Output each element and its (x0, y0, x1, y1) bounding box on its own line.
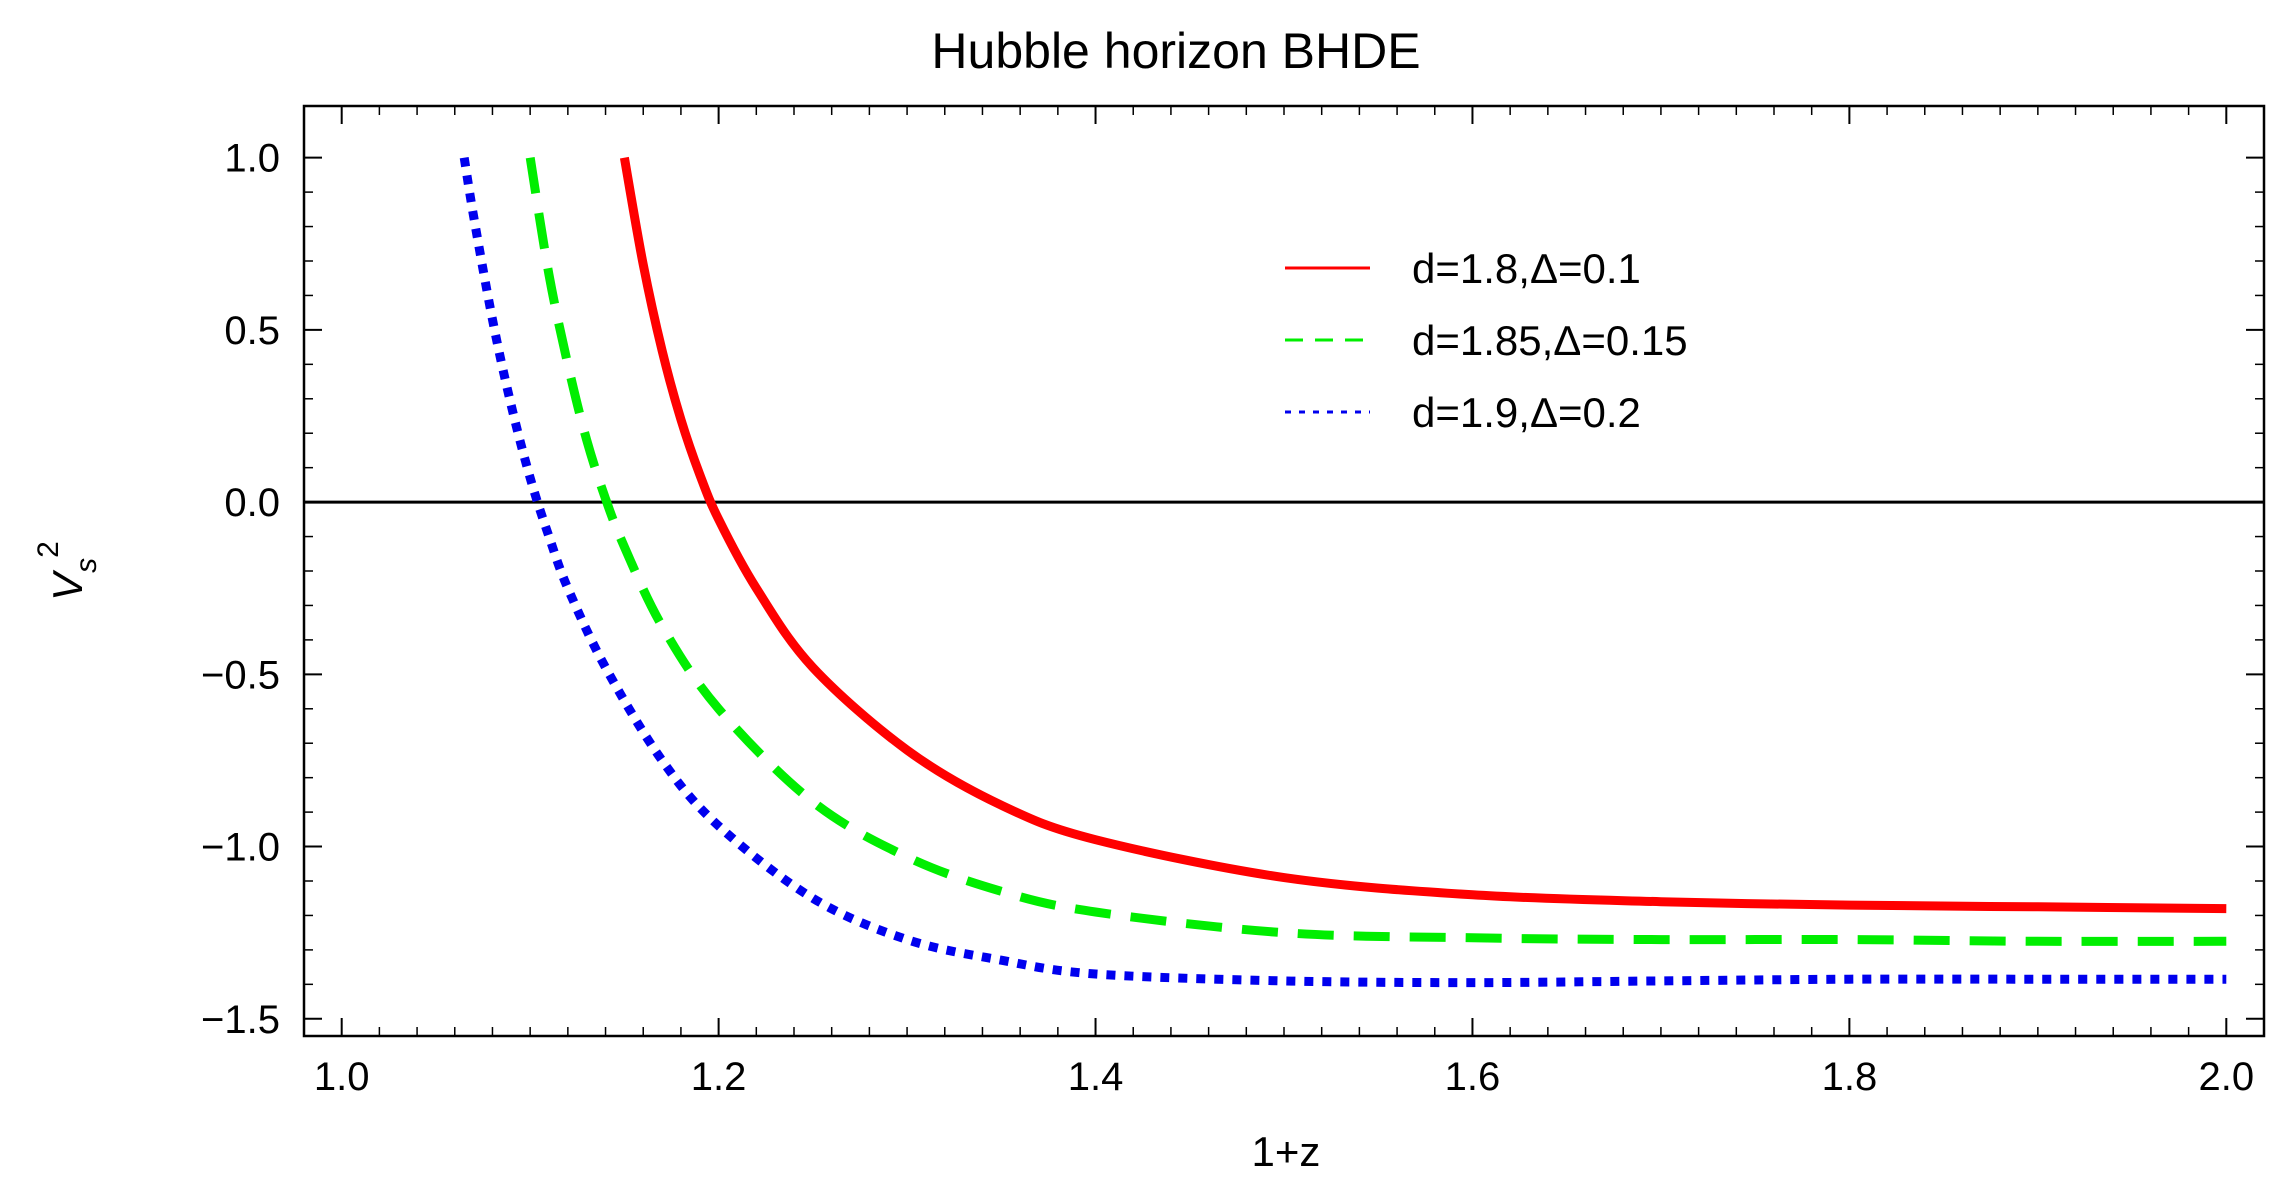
series-lines (459, 156, 2227, 988)
series-line-2 (525, 156, 2227, 946)
x-tick-label: 1.8 (1822, 1055, 1878, 1099)
series-line-3 (459, 156, 2227, 988)
y-tick-label: −1.0 (201, 826, 280, 870)
legend: d=1.8,Δ=0.1 d=1.85,Δ=0.15 d=1.9,Δ=0.2 (1285, 245, 1688, 436)
y-tick-label: −0.5 (201, 653, 280, 697)
y-tick-label: −1.5 (201, 998, 280, 1042)
y-axis-label-base: V (44, 569, 91, 601)
x-tick-label: 1.6 (1445, 1055, 1501, 1099)
y-tick-label: 0.5 (224, 309, 280, 353)
y-axis-label: Vs2 (32, 541, 103, 601)
axis-ticks (304, 106, 2264, 1036)
x-tick-labels: 1.0 1.2 1.4 1.6 1.8 2.0 (314, 1055, 2254, 1099)
x-tick-label: 2.0 (2199, 1055, 2255, 1099)
legend-label: d=1.85,Δ=0.15 (1412, 317, 1688, 364)
y-tick-labels: 1.0 0.5 0.0 −0.5 −1.0 −1.5 (201, 137, 280, 1042)
x-tick-label: 1.2 (691, 1055, 747, 1099)
series-line-1 (619, 156, 2227, 914)
y-tick-label: 0.0 (224, 481, 280, 525)
y-axis-label-subscript: s (70, 558, 103, 573)
legend-label: d=1.9,Δ=0.2 (1412, 389, 1641, 436)
y-tick-label: 1.0 (224, 137, 280, 181)
chart-title: Hubble horizon BHDE (931, 23, 1420, 79)
y-axis-label-superscript: 2 (32, 541, 65, 558)
x-axis-label: 1+z (1252, 1128, 1321, 1175)
x-tick-label: 1.0 (314, 1055, 370, 1099)
legend-label: d=1.8,Δ=0.1 (1412, 245, 1641, 292)
plot-frame (302, 104, 2266, 1038)
x-tick-label: 1.4 (1068, 1055, 1124, 1099)
